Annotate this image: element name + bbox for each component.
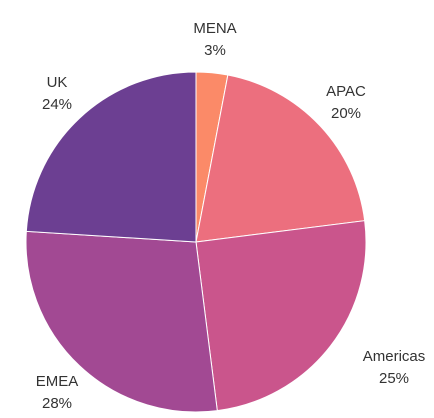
slice-percent-emea: 28% bbox=[42, 395, 72, 412]
pie-slice-emea bbox=[25, 230, 218, 413]
slice-label-apac: APAC bbox=[326, 83, 366, 100]
slice-percent-apac: 20% bbox=[331, 105, 361, 122]
pie-slice-uk bbox=[25, 71, 197, 243]
slice-label-uk: UK bbox=[47, 74, 68, 91]
slice-percent-uk: 24% bbox=[42, 96, 72, 113]
pie-slice-apac bbox=[195, 74, 366, 243]
pie-slices bbox=[25, 71, 367, 413]
slice-percent-mena: 3% bbox=[204, 42, 226, 59]
slice-label-emea: EMEA bbox=[36, 373, 79, 390]
pie-labels: MENA 3% APAC 20% Americas 25% EMEA 28% UK 24% bbox=[36, 20, 426, 412]
pie-slice-americas bbox=[195, 220, 367, 412]
slice-label-mena: MENA bbox=[193, 20, 236, 37]
slice-percent-americas: 25% bbox=[379, 370, 409, 387]
slice-label-americas: Americas bbox=[363, 348, 426, 365]
